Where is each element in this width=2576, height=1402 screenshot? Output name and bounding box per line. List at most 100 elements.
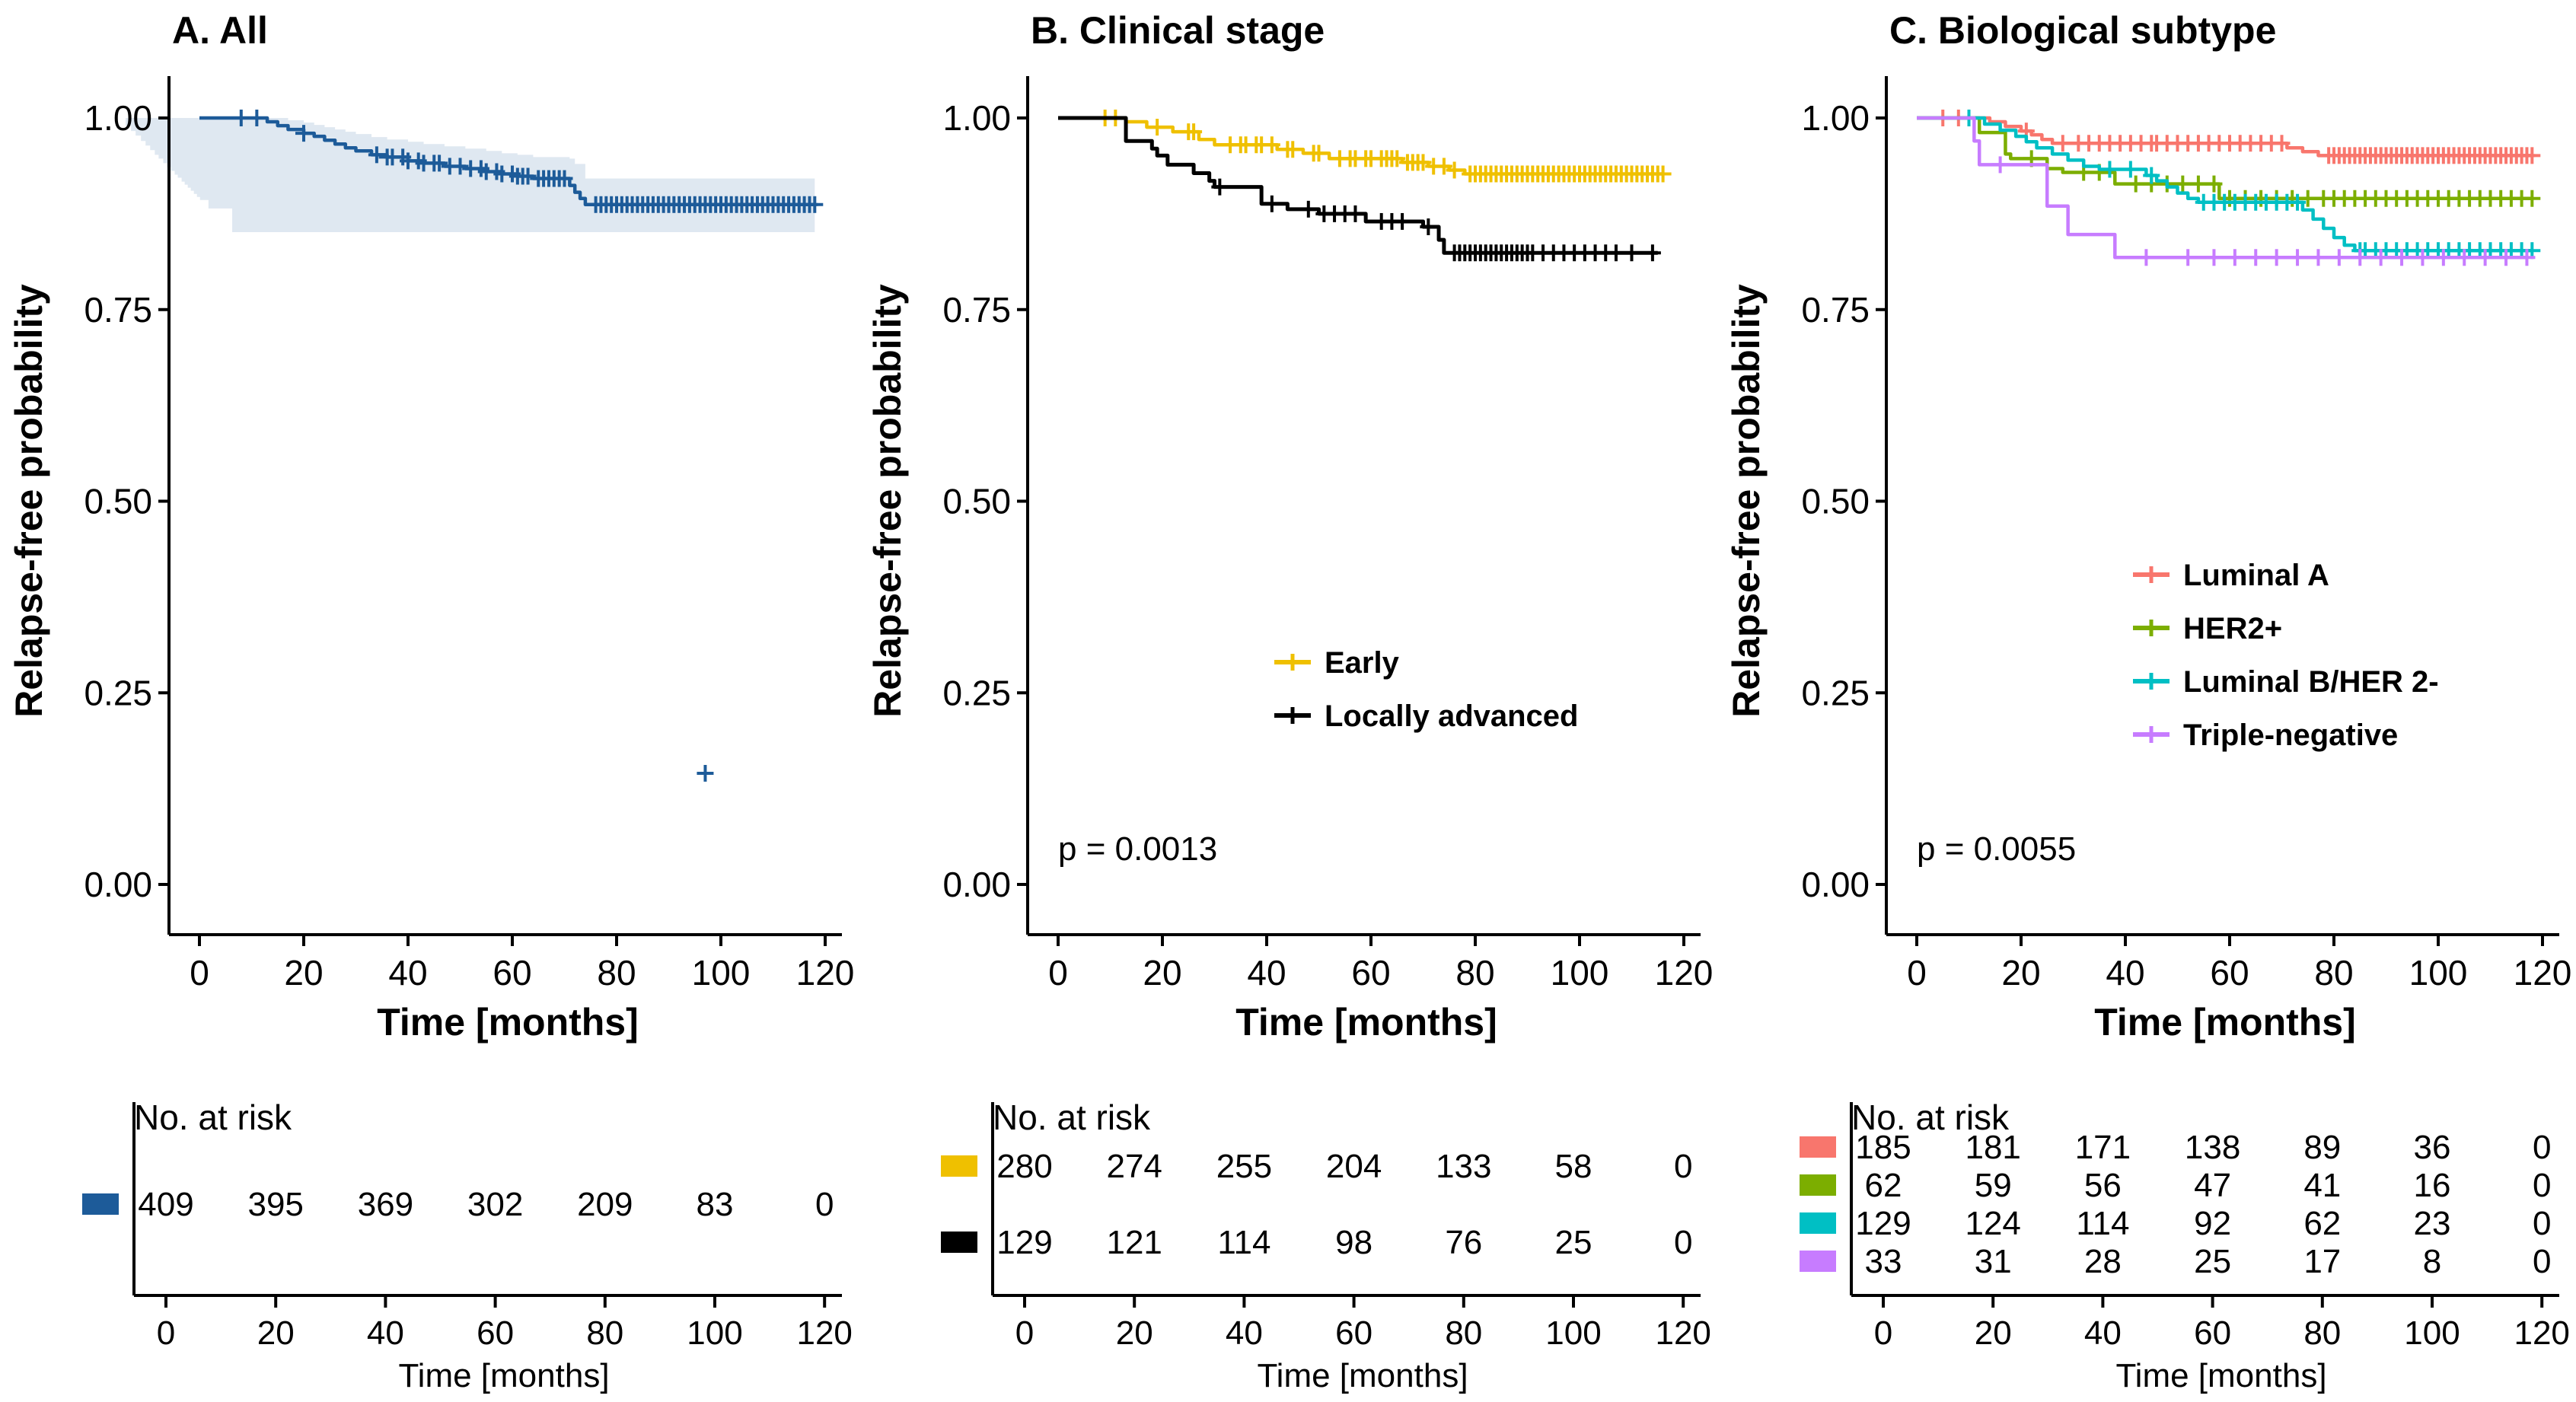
risk-x-tick-label: 100: [2404, 1314, 2460, 1352]
km-curve-locally-advanced: [1058, 116, 1658, 255]
risk-value: 185: [1855, 1129, 1911, 1166]
panel-all: 1.00 0.75 0.50 0.25 0.00 0 20 40 60 80 100 120 Time …: [0, 0, 859, 1402]
x-tick-label: 100: [2409, 953, 2468, 993]
risk-value: 25: [2194, 1243, 2231, 1280]
risk-value: 395: [247, 1186, 303, 1223]
x-tick-label: 80: [597, 953, 636, 993]
legend-label: Luminal B/HER 2-: [2183, 665, 2439, 699]
risk-x-tick-label: 120: [2514, 1314, 2569, 1352]
risk-value: 0: [1674, 1148, 1692, 1185]
risk-value: 114: [1217, 1224, 1270, 1261]
y-tick-label: 0.25: [84, 673, 152, 712]
risk-value: 0: [815, 1186, 834, 1223]
risk-row-marker-luminal-b-her-2-: [1800, 1212, 1836, 1234]
x-tick-label: 80: [2314, 953, 2353, 993]
legend-label: Triple-negative: [2183, 719, 2398, 752]
risk-value: 369: [358, 1186, 413, 1223]
risk-value: 17: [2303, 1243, 2341, 1280]
x-tick-label: 0: [1907, 953, 1927, 993]
risk-value: 274: [1106, 1148, 1162, 1185]
y-axis-title: Relapse-free probability: [1725, 284, 1768, 718]
risk-value: 89: [2303, 1129, 2341, 1166]
risk-value: 129: [1855, 1205, 1911, 1242]
y-tick-label: 0.25: [1801, 673, 1870, 712]
x-tick-label: 120: [796, 953, 855, 993]
risk-x-tick-label: 40: [2084, 1314, 2122, 1352]
risk-value: 41: [2303, 1167, 2341, 1204]
risk-value: 8: [2423, 1243, 2441, 1280]
risk-value: 36: [2414, 1129, 2451, 1166]
risk-value: 98: [1335, 1224, 1372, 1261]
x-tick-label: 40: [388, 953, 427, 993]
legend-label: Locally advanced: [1325, 699, 1578, 733]
x-axis-title: Time [months]: [377, 1001, 639, 1044]
risk-value: 121: [1106, 1224, 1162, 1261]
risk-value: 280: [996, 1148, 1052, 1185]
risk-value: 31: [1975, 1243, 2012, 1280]
y-tick-label: 1.00: [1801, 98, 1870, 138]
panel-title: C. Biological subtype: [1889, 9, 2276, 52]
risk-value: 33: [1865, 1243, 1902, 1280]
risk-x-tick-label: 60: [477, 1314, 514, 1352]
risk-value: 0: [2533, 1167, 2551, 1204]
risk-x-tick-label: 20: [1116, 1314, 1153, 1352]
risk-value: 0: [2533, 1205, 2551, 1242]
risk-x-tick-label: 100: [687, 1314, 742, 1352]
y-tick-label: 0.75: [84, 290, 152, 330]
km-panel-b-svg: 1.000.750.500.250.000 20 40 60 80 100 120Time …: [866, 9, 1713, 1394]
km-curve-triple-negative: [1917, 116, 2527, 260]
panel-biological-subtype: 1.00 0.75 0.50 0.25 0.00 0 20 40 60 80 100 120 Time …: [1717, 0, 2576, 1402]
risk-x-tick-label: 120: [1655, 1314, 1710, 1352]
x-tick-label: 80: [1455, 953, 1494, 993]
x-axis-title: Time [months]: [1235, 1001, 1497, 1044]
risk-value: 16: [2414, 1167, 2451, 1204]
x-tick-label: 0: [190, 953, 209, 993]
panel-title: B. Clinical stage: [1031, 9, 1325, 52]
risk-value: 133: [1436, 1148, 1491, 1185]
legend-label: Luminal A: [2183, 559, 2329, 592]
risk-value: 209: [577, 1186, 633, 1223]
risk-value: 58: [1555, 1148, 1592, 1185]
risk-table-header: No. at risk: [993, 1098, 1151, 1137]
x-tick-label: 20: [284, 953, 323, 993]
x-tick-label: 120: [2514, 953, 2572, 993]
risk-x-tick-label: 20: [1975, 1314, 2012, 1352]
x-tick-label: 100: [692, 953, 751, 993]
p-value: p = 0.0013: [1058, 830, 1217, 868]
x-tick-label: 0: [1048, 953, 1068, 993]
risk-value: 62: [2303, 1205, 2341, 1242]
risk-x-tick-label: 80: [586, 1314, 623, 1352]
x-tick-label: 60: [2210, 953, 2249, 993]
risk-table-header: No. at risk: [134, 1098, 292, 1137]
legend-label: HER2+: [2183, 612, 2282, 645]
y-axis-title: Relapse-free probability: [8, 284, 50, 718]
x-tick-label: 40: [1247, 953, 1286, 993]
y-tick-label: 1.00: [942, 98, 1011, 138]
risk-value: 255: [1216, 1148, 1272, 1185]
risk-x-tick-label: 0: [1015, 1314, 1034, 1352]
risk-value: 171: [2075, 1129, 2131, 1166]
risk-value: 114: [2076, 1205, 2129, 1242]
risk-x-tick-label: 120: [796, 1314, 852, 1352]
risk-x-tick-label: 40: [367, 1314, 404, 1352]
y-tick-label: 0.00: [942, 865, 1011, 904]
y-tick-label: 0.25: [942, 673, 1011, 712]
risk-value: 0: [2533, 1243, 2551, 1280]
risk-value: 25: [1555, 1224, 1592, 1261]
risk-x-tick-label: 0: [1874, 1314, 1892, 1352]
x-tick-label: 20: [1143, 953, 1181, 993]
km-panel-c-svg: 1.000.750.500.250.000 20 40 60 80 100 120Time …: [1725, 9, 2572, 1394]
p-value: p = 0.0055: [1917, 830, 2076, 868]
risk-value: 28: [2084, 1243, 2122, 1280]
risk-row-marker-her2-: [1800, 1174, 1836, 1196]
y-tick-label: 0.75: [1801, 290, 1870, 330]
risk-x-tick-label: 40: [1226, 1314, 1263, 1352]
legend-label: Early: [1325, 646, 1400, 680]
risk-row-marker-early: [941, 1155, 977, 1177]
x-tick-label: 60: [493, 953, 531, 993]
risk-value: 62: [1865, 1167, 1902, 1204]
y-tick-label: 0.50: [942, 482, 1011, 521]
x-tick-label: 40: [2106, 953, 2144, 993]
confidence-band: [118, 118, 815, 233]
risk-value: 56: [2084, 1167, 2122, 1204]
